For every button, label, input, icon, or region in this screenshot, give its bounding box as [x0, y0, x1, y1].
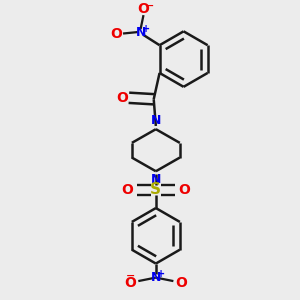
Text: N: N [151, 114, 161, 128]
Text: +: + [142, 24, 150, 34]
Text: O: O [124, 276, 136, 290]
Text: O: O [122, 183, 134, 197]
Text: N: N [135, 26, 146, 39]
Text: O: O [111, 26, 123, 40]
Text: O: O [178, 183, 190, 197]
Text: O: O [116, 91, 128, 105]
Text: N: N [151, 271, 161, 284]
Text: +: + [157, 269, 165, 279]
Text: O: O [176, 276, 188, 290]
Text: O: O [138, 2, 149, 16]
Text: S: S [150, 182, 161, 197]
Text: N: N [151, 173, 161, 186]
Text: −: − [145, 2, 154, 11]
Text: −: − [125, 271, 135, 281]
